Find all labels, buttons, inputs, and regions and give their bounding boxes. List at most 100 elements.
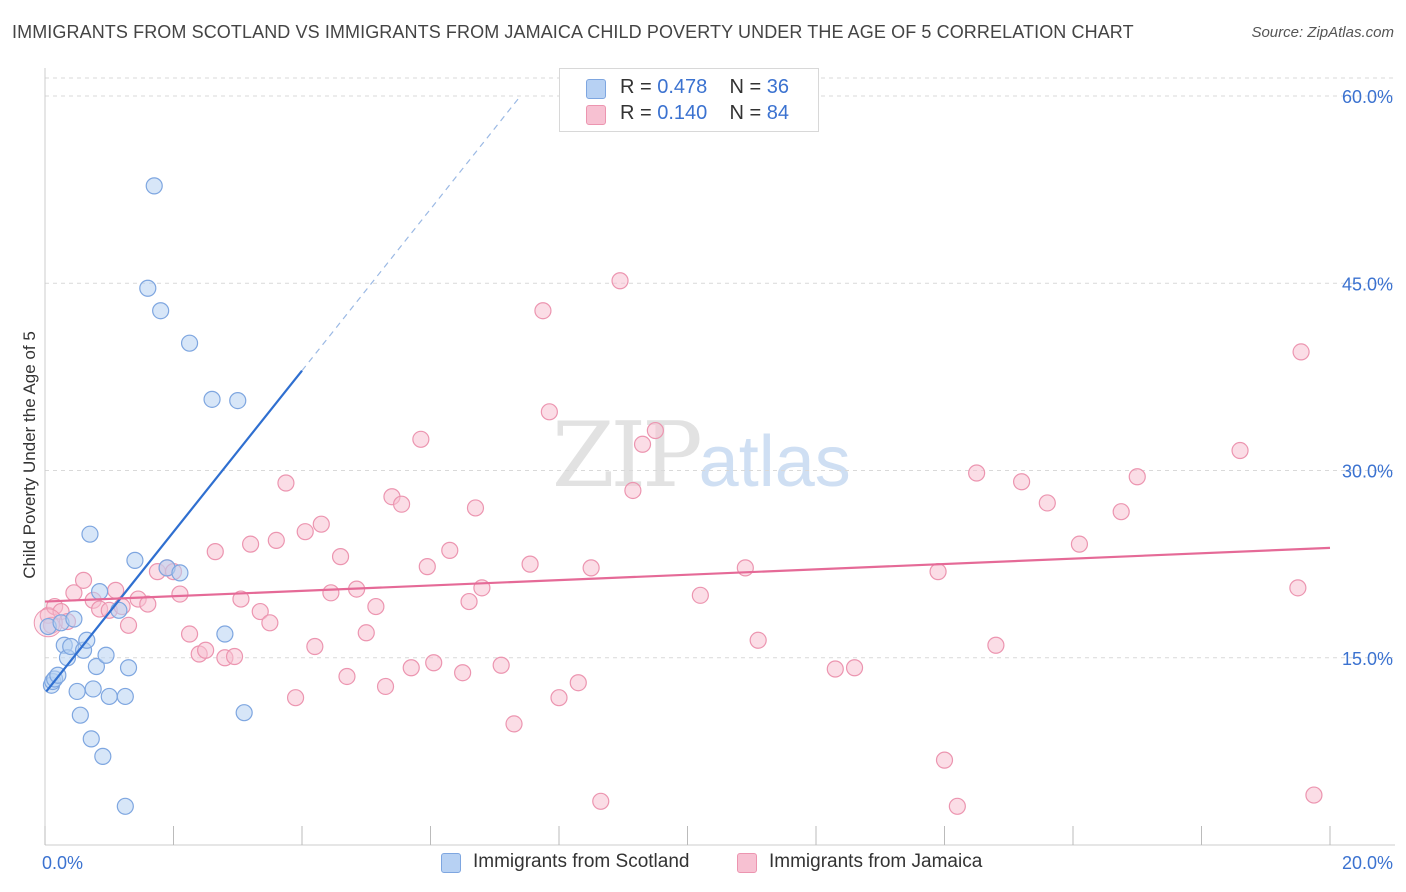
chart-title: IMMIGRANTS FROM SCOTLAND VS IMMIGRANTS F… <box>12 22 1134 42</box>
point-jamaica <box>119 616 138 634</box>
point-jamaica <box>261 614 279 632</box>
legend-stats-scotland: R = 0.478 N = 36 <box>620 76 790 98</box>
legend-swatch-jamaica <box>586 105 606 125</box>
legend-stats-jamaica: R = 0.140 N = 84 <box>620 102 790 124</box>
correlation-legend: R = 0.478 N = 36 R = 0.140 N = 84 <box>559 68 819 132</box>
point-scotland <box>116 797 134 815</box>
point-scotland <box>65 610 83 628</box>
point-scotland <box>82 730 100 748</box>
series-jamaica-points <box>33 272 1323 815</box>
point-jamaica <box>935 751 954 769</box>
point-scotland <box>216 625 234 643</box>
point-jamaica <box>357 624 375 642</box>
point-jamaica <box>412 430 430 448</box>
point-jamaica <box>1289 579 1307 597</box>
legend-swatch-scotland <box>586 79 606 99</box>
point-scotland <box>235 704 253 722</box>
y-tick-label: 60.0% <box>1342 87 1393 107</box>
point-scotland <box>91 582 109 601</box>
point-scotland <box>139 279 157 297</box>
legend-label-scotland: Immigrants from Scotland <box>473 851 690 872</box>
point-jamaica <box>521 555 539 573</box>
point-jamaica <box>74 571 93 589</box>
watermark-atlas: atlas <box>698 422 851 502</box>
point-jamaica <box>624 481 642 500</box>
point-jamaica <box>968 464 986 482</box>
point-jamaica <box>569 674 587 692</box>
point-jamaica <box>338 667 356 686</box>
grid-lines <box>45 77 1395 659</box>
point-jamaica <box>1292 343 1310 361</box>
point-jamaica <box>197 641 215 659</box>
point-jamaica <box>402 659 420 677</box>
trend-scotland-extension <box>301 95 521 372</box>
point-jamaica <box>826 660 844 678</box>
point-jamaica <box>505 715 523 733</box>
point-jamaica <box>550 689 568 707</box>
point-jamaica <box>180 625 199 643</box>
point-jamaica <box>646 421 664 440</box>
point-jamaica <box>466 499 485 517</box>
point-jamaica <box>929 563 947 581</box>
point-jamaica <box>251 602 269 621</box>
point-scotland <box>97 646 115 664</box>
y-axis-label: Child Poverty Under the Age of 5 <box>20 331 39 579</box>
point-jamaica <box>296 523 314 541</box>
point-scotland <box>126 551 144 569</box>
point-jamaica <box>225 647 244 666</box>
legend-label-jamaica: Immigrants from Jamaica <box>769 851 983 872</box>
point-jamaica <box>1305 786 1323 804</box>
point-jamaica <box>242 535 260 553</box>
point-scotland <box>84 680 102 698</box>
point-scotland <box>152 302 170 320</box>
point-jamaica <box>322 584 340 602</box>
point-jamaica <box>633 435 652 453</box>
trend-scotland <box>45 369 303 693</box>
point-jamaica <box>987 636 1005 654</box>
point-jamaica <box>267 531 285 550</box>
point-jamaica <box>206 543 224 561</box>
trend-jamaica <box>44 546 1331 603</box>
point-jamaica <box>1012 473 1031 491</box>
point-jamaica <box>306 637 324 656</box>
point-scotland <box>68 682 86 701</box>
point-jamaica <box>418 558 436 576</box>
point-jamaica <box>441 541 459 559</box>
legend-swatch-scotland-bottom <box>441 853 461 873</box>
x-tick-label: 0.0% <box>42 853 83 873</box>
point-jamaica <box>286 689 305 707</box>
y-tick-label: 45.0% <box>1342 274 1393 294</box>
point-jamaica <box>392 495 411 513</box>
legend-swatch-jamaica-bottom <box>737 853 757 873</box>
point-jamaica <box>492 656 510 674</box>
point-jamaica <box>312 515 330 533</box>
y-tick-label: 30.0% <box>1342 462 1393 482</box>
point-scotland <box>116 687 134 706</box>
point-jamaica <box>367 597 385 616</box>
point-jamaica <box>460 592 478 611</box>
point-jamaica <box>232 590 250 608</box>
point-scotland <box>229 391 247 410</box>
point-scotland <box>145 177 163 195</box>
tick-labels: 15.0% 30.0% 45.0% 60.0% 0.0% 20.0% <box>42 87 1393 873</box>
point-jamaica <box>540 403 558 421</box>
point-jamaica <box>749 631 767 649</box>
axes <box>44 68 1395 846</box>
source-label: Source: ZipAtlas.com <box>1251 24 1394 41</box>
point-scotland <box>110 601 128 619</box>
point-scotland <box>87 657 106 676</box>
point-jamaica <box>376 677 395 696</box>
point-scotland <box>180 334 199 352</box>
point-jamaica <box>331 548 350 566</box>
point-jamaica <box>1128 468 1146 486</box>
point-scotland <box>119 659 138 677</box>
point-jamaica <box>1070 535 1089 553</box>
point-jamaica <box>139 595 157 613</box>
point-jamaica <box>534 302 552 320</box>
point-jamaica <box>611 272 629 290</box>
point-jamaica <box>1231 441 1249 460</box>
y-tick-label: 15.0% <box>1342 649 1393 669</box>
point-scotland <box>94 747 112 765</box>
point-scotland <box>100 687 118 706</box>
